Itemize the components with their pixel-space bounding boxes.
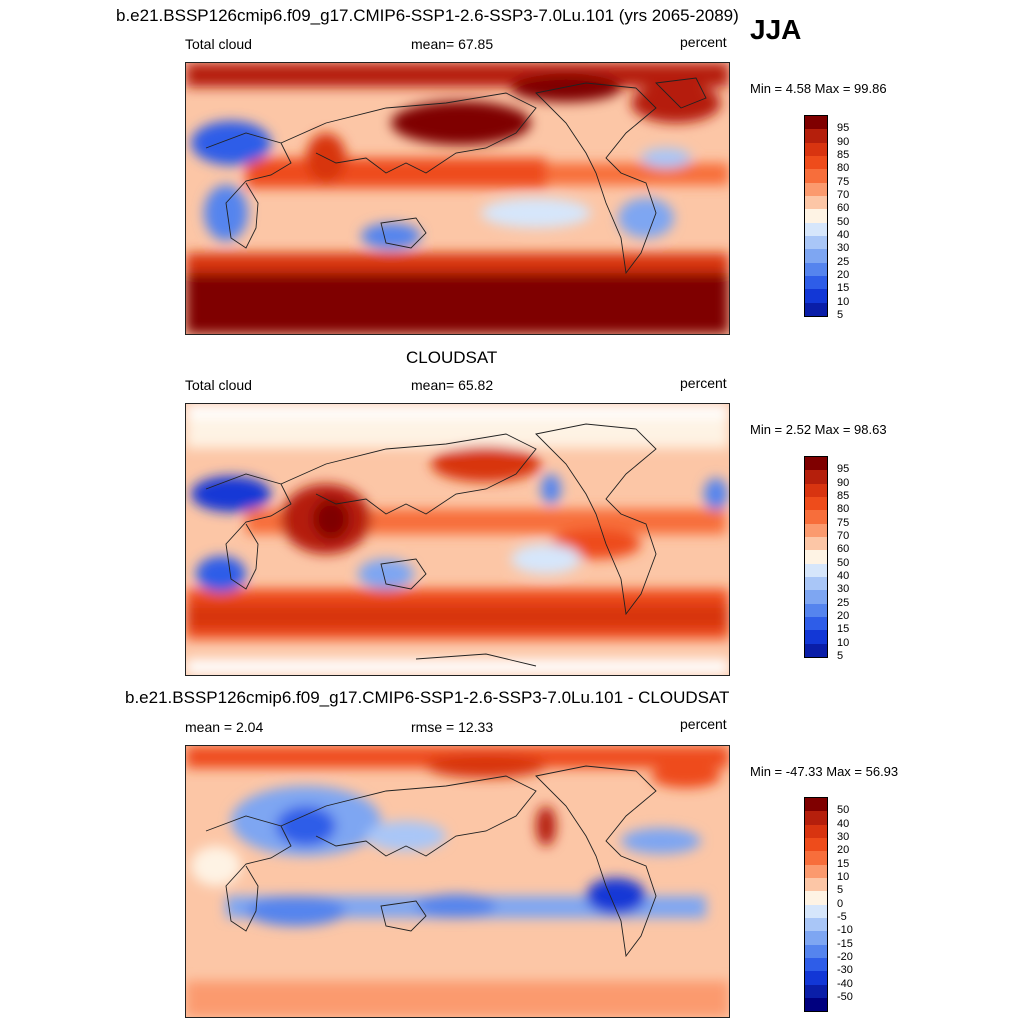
colorbar-tick-label: 40 [837, 570, 850, 582]
panel-title: CLOUDSAT [406, 348, 498, 367]
colorbar-tick-label: 30 [837, 831, 850, 843]
colorbar-tick-label: 75 [837, 517, 850, 529]
colorbar-tick-label: 25 [837, 256, 850, 268]
colorbar-tick-label: 90 [837, 477, 850, 489]
colorbar-tick-label: -10 [837, 924, 853, 936]
season-label: JJA [750, 14, 802, 45]
colorbar-tick-label: -15 [837, 938, 853, 950]
map-panel-difference [185, 745, 730, 1018]
colorbar-tick-label: 25 [837, 597, 850, 609]
colorbar [804, 115, 828, 317]
panel-mean-label: mean= 67.85 [411, 36, 494, 52]
panel-minmax-label: Min = 2.52 Max = 98.63 [750, 422, 887, 437]
colorbar-tick-label: 10 [837, 871, 850, 883]
colorbar-tick-label: -30 [837, 964, 853, 976]
map-panel-cloudsat [185, 403, 730, 676]
colorbar-tick-label: 20 [837, 610, 850, 622]
colorbar-tick-label: 85 [837, 490, 850, 502]
panel-title: b.e21.BSSP126cmip6.f09_g17.CMIP6-SSP1-2.… [125, 688, 730, 707]
colorbar-tick-label: 5 [837, 309, 844, 321]
colorbar-tick-label: 40 [837, 229, 850, 241]
colorbar-tick-label: 0 [837, 898, 844, 910]
colorbar [804, 797, 828, 1013]
colorbar-tick-label: 75 [837, 176, 850, 188]
panel-units-label: percent [680, 716, 727, 732]
colorbar-tick-label: 20 [837, 269, 850, 281]
panel-left-label: Total cloud [185, 377, 252, 393]
panel-minmax-label: Min = -47.33 Max = 56.93 [750, 764, 899, 779]
colorbar-tick-label: 10 [837, 637, 850, 649]
colorbar-tick-label: 15 [837, 623, 850, 635]
colorbar-tick-label: -20 [837, 951, 853, 963]
colorbar-tick-label: -40 [837, 978, 853, 990]
colorbar-tick-label: 80 [837, 503, 850, 515]
colorbar-tick-label: 5 [837, 650, 844, 662]
map-panel-model [185, 62, 730, 335]
panel-units-label: percent [680, 375, 727, 391]
panel-mean-label: mean= 65.82 [411, 377, 494, 393]
colorbar-tick-label: 70 [837, 189, 850, 201]
colorbar-tick-label: 95 [837, 463, 850, 475]
colorbar-tick-label: 80 [837, 162, 850, 174]
colorbar-tick-label: 50 [837, 557, 850, 569]
colorbar-tick-label: 50 [837, 804, 850, 816]
colorbar-tick-label: 30 [837, 242, 850, 254]
colorbar-tick-label: 40 [837, 818, 850, 830]
colorbar-tick-label: 15 [837, 858, 850, 870]
colorbar-tick-label: -5 [837, 911, 847, 923]
colorbar-tick-label: 5 [837, 884, 844, 896]
panel-units-label: percent [680, 34, 727, 50]
colorbar-tick-label: 30 [837, 583, 850, 595]
panel-mean-label: mean = 2.04 [185, 719, 264, 735]
colorbar-tick-label: 60 [837, 202, 850, 214]
colorbar-tick-label: 10 [837, 296, 850, 308]
figure-title: b.e21.BSSP126cmip6.f09_g17.CMIP6-SSP1-2.… [116, 6, 739, 25]
colorbar-tick-label: 60 [837, 543, 850, 555]
colorbar-tick-label: 90 [837, 136, 850, 148]
panel-rmse-label: rmse = 12.33 [411, 719, 494, 735]
colorbar-tick-label: -50 [837, 991, 853, 1003]
colorbar-tick-label: 15 [837, 282, 850, 294]
panel-left-label: Total cloud [185, 36, 252, 52]
panel-minmax-label: Min = 4.58 Max = 99.86 [750, 81, 887, 96]
colorbar-tick-label: 85 [837, 149, 850, 161]
colorbar-tick-label: 95 [837, 122, 850, 134]
colorbar-tick-label: 70 [837, 530, 850, 542]
colorbar-tick-label: 50 [837, 216, 850, 228]
colorbar [804, 456, 828, 658]
colorbar-tick-label: 20 [837, 844, 850, 856]
